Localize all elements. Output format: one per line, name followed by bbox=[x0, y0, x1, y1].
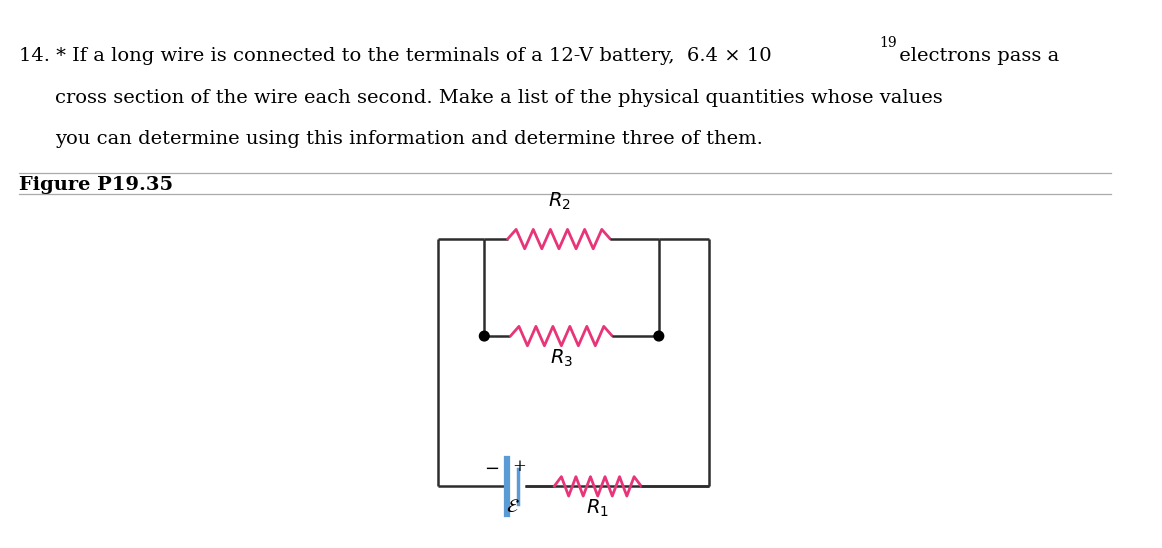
Text: 19: 19 bbox=[878, 36, 897, 50]
Circle shape bbox=[480, 331, 489, 341]
Text: +: + bbox=[512, 459, 526, 476]
Text: $\mathcal{E}$: $\mathcal{E}$ bbox=[505, 498, 519, 516]
Circle shape bbox=[654, 331, 664, 341]
Text: Figure P19.35: Figure P19.35 bbox=[19, 176, 173, 194]
Text: $R_2$: $R_2$ bbox=[547, 191, 571, 212]
Text: $R_1$: $R_1$ bbox=[587, 498, 609, 520]
Text: $R_3$: $R_3$ bbox=[550, 347, 573, 369]
Text: cross section of the wire each second. Make a list of the physical quantities wh: cross section of the wire each second. M… bbox=[55, 89, 942, 107]
Text: 14. * If a long wire is connected to the terminals of a 12-V battery,  6.4 × 10: 14. * If a long wire is connected to the… bbox=[19, 47, 772, 65]
Text: you can determine using this information and determine three of them.: you can determine using this information… bbox=[55, 130, 762, 149]
Text: electrons pass a: electrons pass a bbox=[894, 47, 1060, 65]
Text: −: − bbox=[485, 460, 500, 478]
